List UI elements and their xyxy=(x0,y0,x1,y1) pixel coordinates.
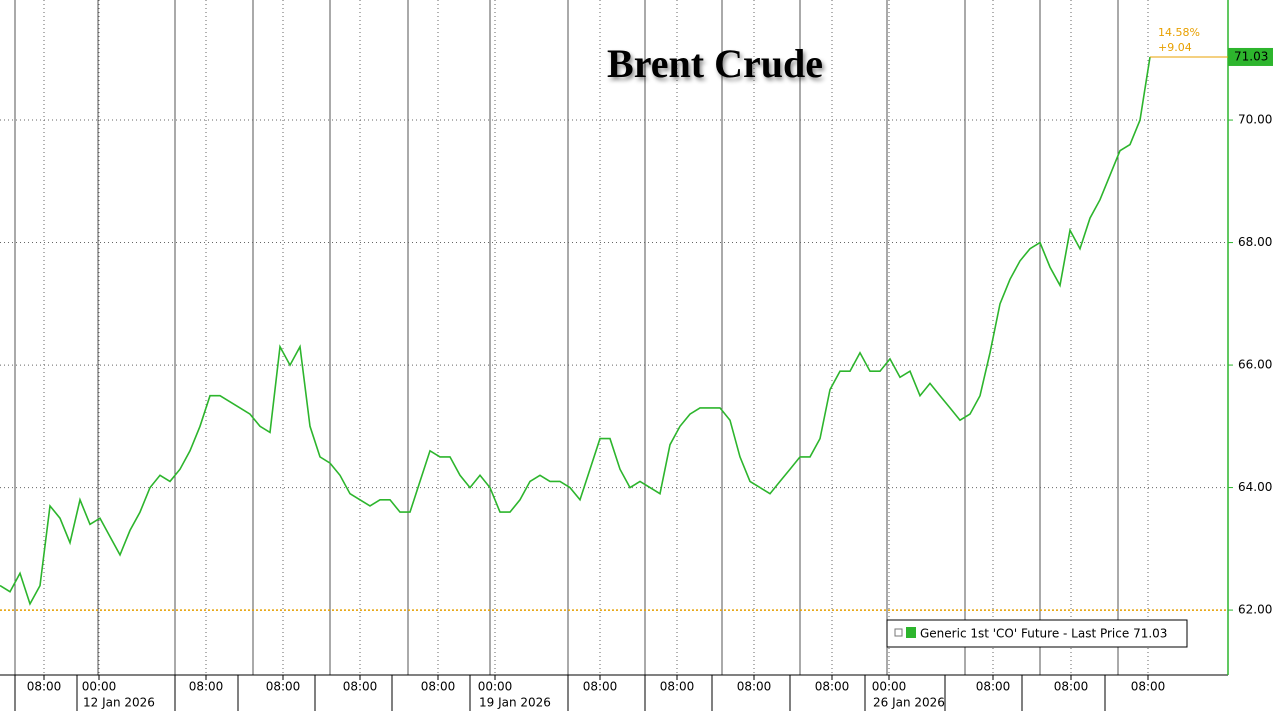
last-price-label: 71.03 xyxy=(1234,49,1268,63)
annotation: +9.04 xyxy=(1158,41,1192,54)
annotation: 14.58% xyxy=(1158,26,1200,39)
legend-toggle xyxy=(894,628,903,637)
x-tick-label: 08:00 xyxy=(583,680,618,694)
y-tick-label: 66.00 xyxy=(1238,358,1272,372)
x-tick-label: 08:00 xyxy=(976,680,1011,694)
x-tick-label: 00:00 xyxy=(478,680,513,694)
x-tick-date: 19 Jan 2026 xyxy=(479,696,551,710)
x-tick-label: 08:00 xyxy=(266,680,301,694)
legend-box xyxy=(886,619,1188,648)
x-tick-date: 12 Jan 2026 xyxy=(83,696,155,710)
y-tick-label: 70.00 xyxy=(1238,113,1272,127)
y-tick-label: 64.00 xyxy=(1238,480,1272,494)
chart-title: Brent Crude xyxy=(607,41,823,86)
legend-swatch xyxy=(906,627,916,638)
x-tick-label: 08:00 xyxy=(1054,680,1089,694)
x-tick-label: 08:00 xyxy=(815,680,850,694)
x-tick-label: 08:00 xyxy=(421,680,456,694)
last-price-tag xyxy=(1228,47,1273,66)
y-tick-label: 62.00 xyxy=(1238,603,1272,617)
price-line xyxy=(0,56,1151,606)
y-tick-label: 68.00 xyxy=(1238,235,1272,249)
x-tick-label: 08:00 xyxy=(27,680,62,694)
x-tick-label: 08:00 xyxy=(189,680,224,694)
x-tick-label: 08:00 xyxy=(1131,680,1166,694)
x-tick-label: 00:00 xyxy=(872,680,907,694)
x-tick-label: 08:00 xyxy=(737,680,772,694)
x-tick-label: 08:00 xyxy=(343,680,378,694)
legend-label: Generic 1st 'CO' Future - Last Price 71.… xyxy=(920,627,1167,641)
x-tick-date: 26 Jan 2026 xyxy=(873,696,945,710)
x-tick-label: 00:00 xyxy=(82,680,117,694)
x-tick-label: 08:00 xyxy=(660,680,695,694)
